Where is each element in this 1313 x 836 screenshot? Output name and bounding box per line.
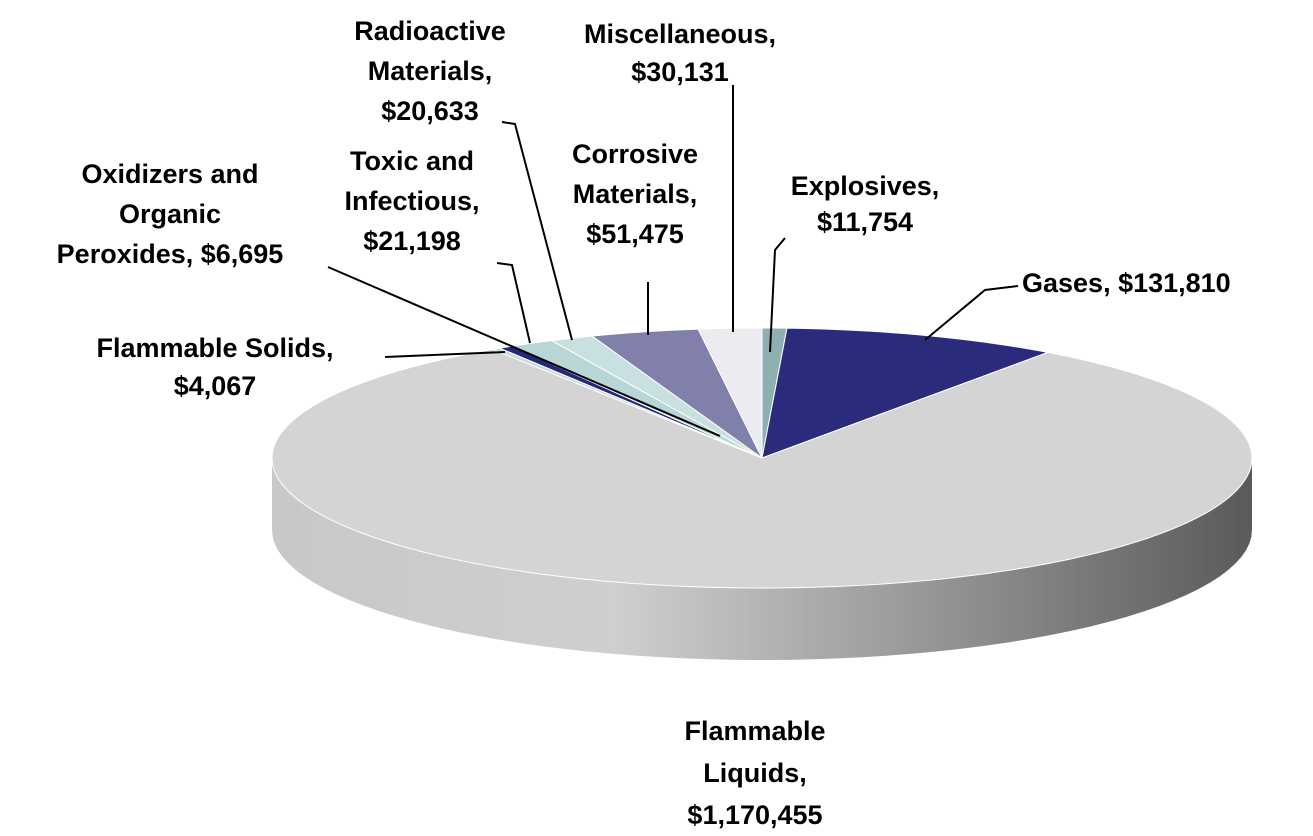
data-label: Flammable Solids, [96, 333, 333, 363]
data-label: $11,754 [817, 207, 913, 237]
data-label: $20,633 [381, 96, 479, 126]
slice [761, 327, 1050, 459]
data-label: $4,067 [174, 371, 257, 401]
data-label: Corrosive [572, 139, 698, 169]
data-label: $21,198 [363, 226, 461, 256]
slice [271, 348, 1253, 589]
data-label: Flammable [684, 716, 825, 746]
data-label: $1,170,455 [687, 800, 822, 830]
data-label: Liquids, [703, 758, 807, 788]
data-label: Oxidizers and [81, 159, 258, 189]
leader-line [501, 121, 573, 341]
data-label: Gases, $131,810 [1022, 268, 1231, 298]
leader-line [327, 266, 721, 437]
leader-line [769, 237, 786, 353]
slice-side [272, 458, 1252, 660]
data-label: $51,475 [586, 219, 684, 249]
leader-line [496, 262, 531, 344]
leader-line [924, 285, 1019, 341]
slice [590, 328, 763, 459]
data-label: Radioactive [354, 16, 506, 46]
data-label: $30,131 [631, 57, 729, 87]
data-label: Miscellaneous, [584, 19, 776, 49]
data-label: Explosives, [791, 171, 940, 201]
data-label: Infectious, [344, 186, 479, 216]
data-label: Materials, [573, 179, 698, 209]
data-label: Materials, [368, 56, 493, 86]
leader-line [384, 351, 506, 358]
slice [697, 327, 763, 459]
data-label: Peroxides, $6,695 [57, 239, 284, 269]
data-label: Organic [119, 199, 221, 229]
data-label: Toxic and [350, 146, 474, 176]
